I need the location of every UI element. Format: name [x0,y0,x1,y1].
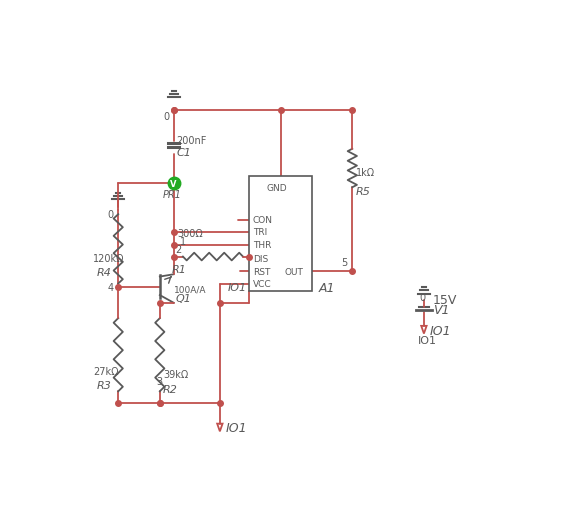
Text: OUT: OUT [284,267,304,276]
Text: 1kΩ: 1kΩ [356,167,375,178]
Text: 120kΩ: 120kΩ [93,253,124,264]
Text: RST: RST [253,267,271,276]
Text: R1: R1 [172,264,187,274]
Text: R2: R2 [163,384,178,394]
Text: 3: 3 [157,376,163,386]
Text: 15V: 15V [433,294,458,306]
Text: DIS: DIS [253,254,268,263]
Text: PR1: PR1 [163,190,182,200]
Text: 1: 1 [180,237,186,247]
Text: 0: 0 [419,293,425,303]
Text: 0: 0 [107,210,114,220]
Text: TRI: TRI [253,228,267,237]
Text: IO1: IO1 [418,335,437,345]
Text: GND: GND [266,183,287,192]
Text: R5: R5 [356,187,371,196]
Text: IO1: IO1 [227,283,247,293]
Text: 5: 5 [341,258,347,267]
Text: VCC: VCC [253,279,272,289]
Text: 39kΩ: 39kΩ [163,370,188,380]
Text: 200nF: 200nF [177,136,207,146]
Text: 0: 0 [163,112,169,122]
Text: IO1: IO1 [429,324,451,337]
Text: V: V [170,180,177,188]
Text: 2: 2 [175,244,181,254]
Text: C1: C1 [177,148,192,157]
Text: THR: THR [253,241,271,250]
Text: R3: R3 [97,380,111,390]
Text: 300Ω: 300Ω [178,229,203,239]
Text: Q1: Q1 [175,294,191,303]
Text: IO1: IO1 [226,421,248,434]
Text: A1: A1 [319,281,335,294]
Text: 27kΩ: 27kΩ [93,366,118,377]
Bar [249,176,312,292]
Text: V1: V1 [433,303,449,317]
Text: 4: 4 [107,282,114,292]
Text: R4: R4 [97,267,111,277]
Text: CON: CON [253,216,273,224]
Text: 100A/A: 100A/A [174,285,206,294]
